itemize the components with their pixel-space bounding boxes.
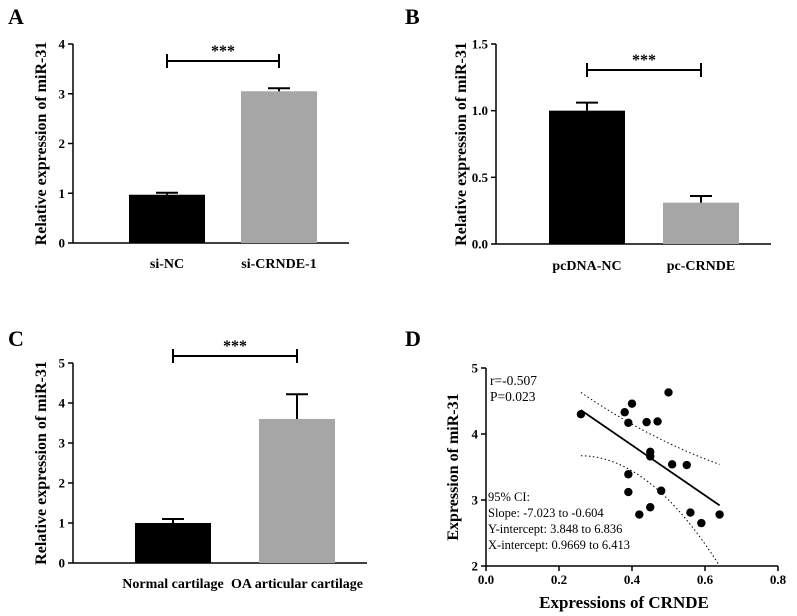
category-label: pcDNA-NC — [552, 259, 621, 274]
panel-a: A 0 1 2 3 4 Relative expression of miR-31 si-NC… — [8, 4, 349, 272]
y-axis-label: Relative expression of miR-31 — [33, 42, 50, 246]
ci-text-line: Slope: -7.023 to -0.604 — [488, 506, 604, 520]
correlation-r: r=-0.507 — [490, 373, 537, 388]
panel-c: C 0 1 2 3 4 5 Relative expression of miR-31 Norm… — [8, 326, 367, 592]
y-axis-label: Expression of miR-31 — [445, 393, 462, 540]
significance-stars: *** — [211, 43, 235, 60]
x-tick-label: 0.8 — [770, 572, 787, 587]
data-point — [657, 486, 666, 495]
y-tick-label: 2 — [472, 559, 479, 574]
panel-letter: A — [8, 4, 24, 29]
y-tick-label: 0.0 — [472, 237, 488, 252]
y-tick-label: 0.5 — [472, 170, 489, 185]
y-tick-label: 1 — [59, 516, 66, 531]
y-tick-label: 1.0 — [472, 103, 488, 118]
category-label: OA articular cartilage — [231, 577, 363, 592]
significance-stars: *** — [223, 338, 247, 355]
x-tick-label: 0.2 — [551, 572, 567, 587]
data-point — [697, 518, 706, 528]
category-label: pc-CRNDE — [667, 259, 735, 274]
data-point — [653, 417, 662, 426]
data-point — [646, 452, 655, 461]
category-label: si-CRNDE-1 — [241, 257, 316, 272]
data-point — [646, 503, 655, 512]
data-point — [664, 388, 673, 397]
y-tick-label: 0 — [59, 236, 66, 251]
x-tick-label: 0.4 — [624, 572, 641, 587]
data-point — [635, 510, 644, 519]
data-point — [624, 487, 633, 497]
data-point — [667, 460, 677, 469]
y-axis-label: Relative expression of miR-31 — [453, 42, 470, 246]
ci-text-line: X-intercept: 0.9669 to 6.413 — [488, 538, 630, 552]
y-tick-label: 5 — [59, 356, 66, 371]
y-tick-label: 5 — [472, 361, 479, 376]
y-axis-label: Relative expression of miR-31 — [33, 361, 50, 565]
significance-stars: *** — [632, 52, 656, 69]
ci-text-line: Y-intercept: 3.848 to 6.836 — [488, 522, 622, 536]
y-tick-label: 2 — [59, 136, 66, 151]
data-point — [624, 470, 633, 479]
y-tick-label: 3 — [59, 86, 66, 101]
y-tick-label: 1 — [59, 186, 66, 201]
y-tick-label: 4 — [59, 396, 66, 411]
data-point — [715, 510, 724, 519]
y-tick-label: 1.5 — [472, 37, 489, 52]
y-tick-label: 3 — [59, 436, 66, 451]
bar — [259, 419, 335, 563]
bar — [663, 202, 739, 244]
bar — [549, 110, 625, 245]
panel-letter: D — [405, 326, 421, 351]
category-label: Normal cartilage — [122, 577, 223, 592]
p-value: P=0.023 — [490, 389, 536, 404]
y-tick-label: 3 — [472, 493, 479, 508]
category-label: si-NC — [150, 257, 184, 272]
data-point — [620, 408, 629, 417]
bar — [241, 91, 317, 243]
ci-text-line: 95% CI: — [488, 490, 530, 504]
panel-letter: C — [8, 326, 24, 351]
x-tick-label: 0.6 — [697, 572, 714, 587]
x-axis-label: Expressions of CRNDE — [539, 593, 709, 612]
data-point — [576, 410, 586, 419]
y-tick-label: 2 — [59, 476, 66, 491]
y-tick-label: 0 — [59, 556, 66, 571]
panel-letter: B — [405, 4, 420, 29]
data-point — [624, 418, 633, 427]
ci-band-upper — [580, 392, 720, 465]
data-point — [686, 508, 695, 517]
y-tick-label: 4 — [472, 427, 479, 442]
panel-d: D 2 3 4 5 0.0 0.2 0.4 0.6 0.8 Expression of miR-31… — [405, 326, 787, 612]
data-point — [627, 399, 637, 408]
y-tick-label: 4 — [59, 37, 66, 52]
data-point — [682, 460, 691, 470]
bar — [129, 194, 205, 243]
ci-band-lower — [580, 455, 721, 567]
data-point — [642, 417, 651, 427]
bar — [135, 523, 211, 563]
x-tick-label: 0.0 — [478, 572, 494, 587]
